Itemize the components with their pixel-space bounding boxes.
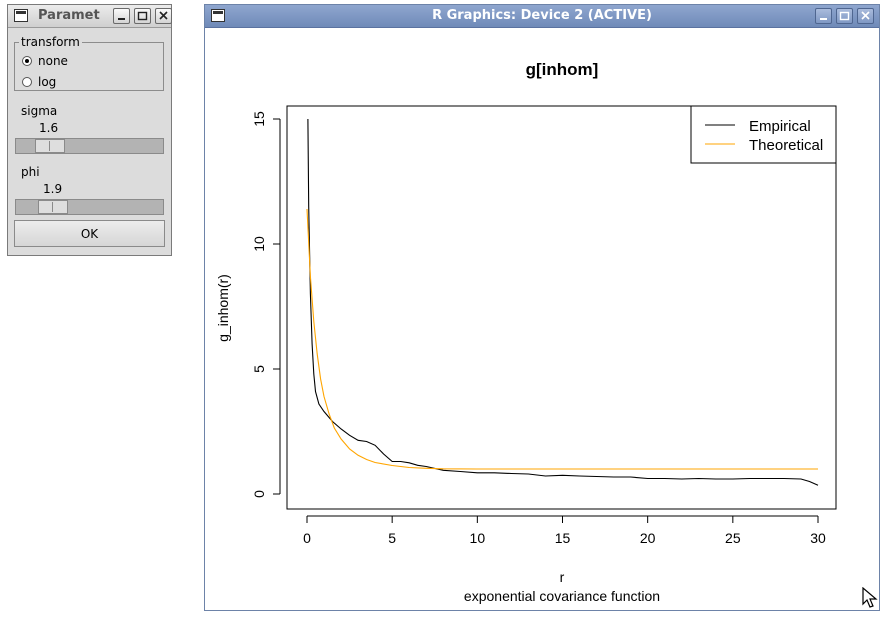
- window-title: Paramet: [38, 8, 100, 23]
- x-tick-label: 15: [555, 530, 571, 546]
- maximize-button[interactable]: [134, 8, 151, 24]
- series-line-theoretical: [306, 208, 818, 470]
- parameters-titlebar[interactable]: Paramet: [8, 5, 172, 28]
- y-tick-label: 5: [251, 365, 267, 373]
- chart-subtitle: exponential covariance function: [464, 588, 660, 604]
- legend-label-empirical: Empirical: [749, 118, 811, 135]
- phi-slider[interactable]: [15, 199, 164, 215]
- legend-label-theoretical: Theoretical: [749, 137, 823, 154]
- transform-legend: transform: [21, 35, 80, 49]
- sigma-slider-handle[interactable]: [35, 139, 65, 153]
- parameters-window: Paramet transform none log sigma 1.6 phi…: [7, 4, 172, 256]
- y-axis: 0 5 10 15: [251, 111, 281, 498]
- maximize-button[interactable]: [836, 8, 853, 24]
- x-tick-label: 20: [640, 530, 656, 546]
- x-axis: 0 5 10 15 20 25 30: [303, 515, 826, 546]
- window-menu-icon[interactable]: [14, 9, 28, 22]
- x-axis-label: r: [560, 569, 565, 585]
- series-line-empirical: [307, 118, 819, 486]
- chart-title: g[inhom]: [526, 60, 599, 79]
- y-tick-label: 10: [251, 236, 267, 252]
- legend: Empirical Theoretical: [690, 105, 837, 164]
- x-tick-label: 30: [810, 530, 826, 546]
- close-button[interactable]: [155, 8, 172, 24]
- sigma-label: sigma: [21, 104, 58, 118]
- sigma-value: 1.6: [39, 121, 59, 135]
- x-tick-label: 10: [470, 530, 486, 546]
- sigma-slider[interactable]: [15, 138, 164, 154]
- series-layer: [306, 118, 819, 486]
- minimize-button[interactable]: [113, 8, 130, 24]
- window-menu-icon[interactable]: [211, 9, 225, 22]
- minimize-button[interactable]: [815, 8, 832, 24]
- r-graphics-window: R Graphics: Device 2 (ACTIVE) g[inhom] 0…: [204, 4, 880, 611]
- phi-value: 1.9: [43, 182, 63, 196]
- radio-none-indicator[interactable]: [22, 56, 32, 66]
- radio-log-label: log: [38, 75, 57, 89]
- x-tick-label: 25: [725, 530, 741, 546]
- mouse-pointer-icon: [862, 587, 878, 608]
- y-tick-label: 0: [251, 490, 267, 498]
- plot-canvas: g[inhom] 0 5 10 15 20 25 30 0 5 10 15 r exponenti…: [215, 60, 837, 604]
- r-graphics-titlebar[interactable]: R Graphics: Device 2 (ACTIVE): [205, 5, 879, 28]
- y-axis-label: g_inhom(r): [215, 274, 231, 342]
- close-button[interactable]: [857, 8, 874, 24]
- legend-box: [690, 105, 837, 164]
- window-title: R Graphics: Device 2 (ACTIVE): [432, 8, 652, 23]
- radio-none-label: none: [38, 54, 68, 68]
- transform-group: transform: [14, 35, 164, 91]
- phi-slider-handle[interactable]: [38, 200, 68, 214]
- x-tick-label: 0: [303, 530, 311, 546]
- plot-frame: [286, 105, 837, 510]
- radio-log-indicator[interactable]: [22, 77, 32, 87]
- y-tick-label: 15: [251, 111, 267, 127]
- phi-label: phi: [21, 165, 40, 179]
- radio-none[interactable]: none: [22, 54, 68, 68]
- x-tick-label: 5: [388, 530, 396, 546]
- radio-log[interactable]: log: [22, 75, 56, 89]
- ok-button[interactable]: OK: [14, 220, 165, 247]
